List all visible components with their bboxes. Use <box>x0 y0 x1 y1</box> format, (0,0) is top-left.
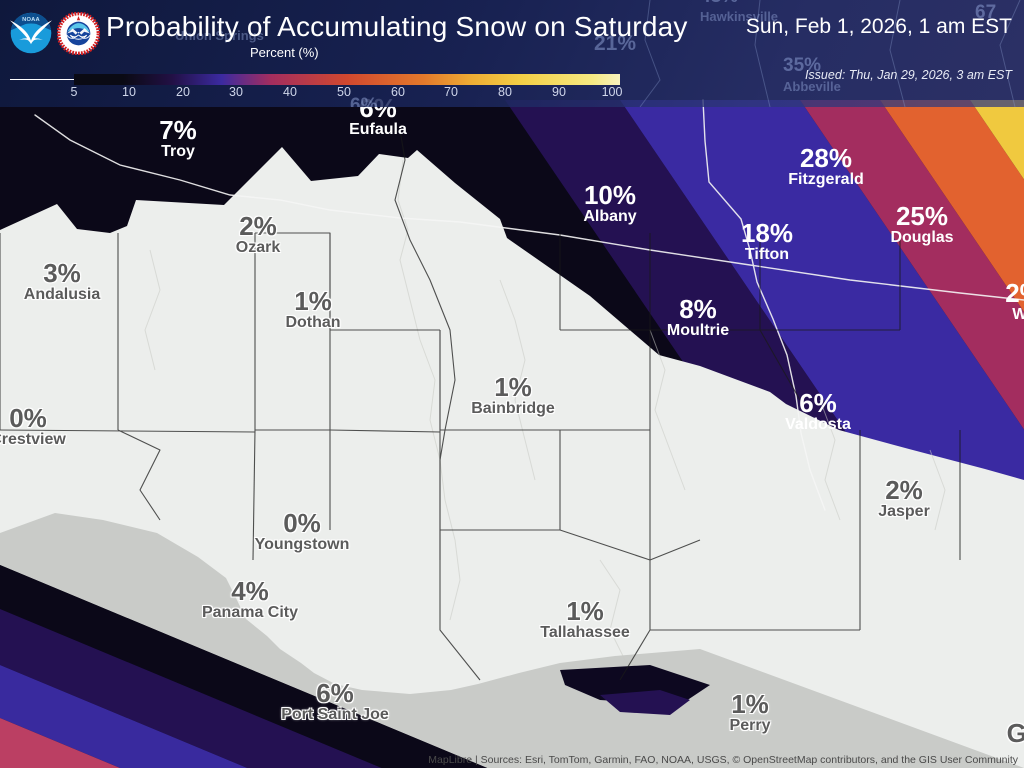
svg-text:NOAA: NOAA <box>22 17 40 23</box>
